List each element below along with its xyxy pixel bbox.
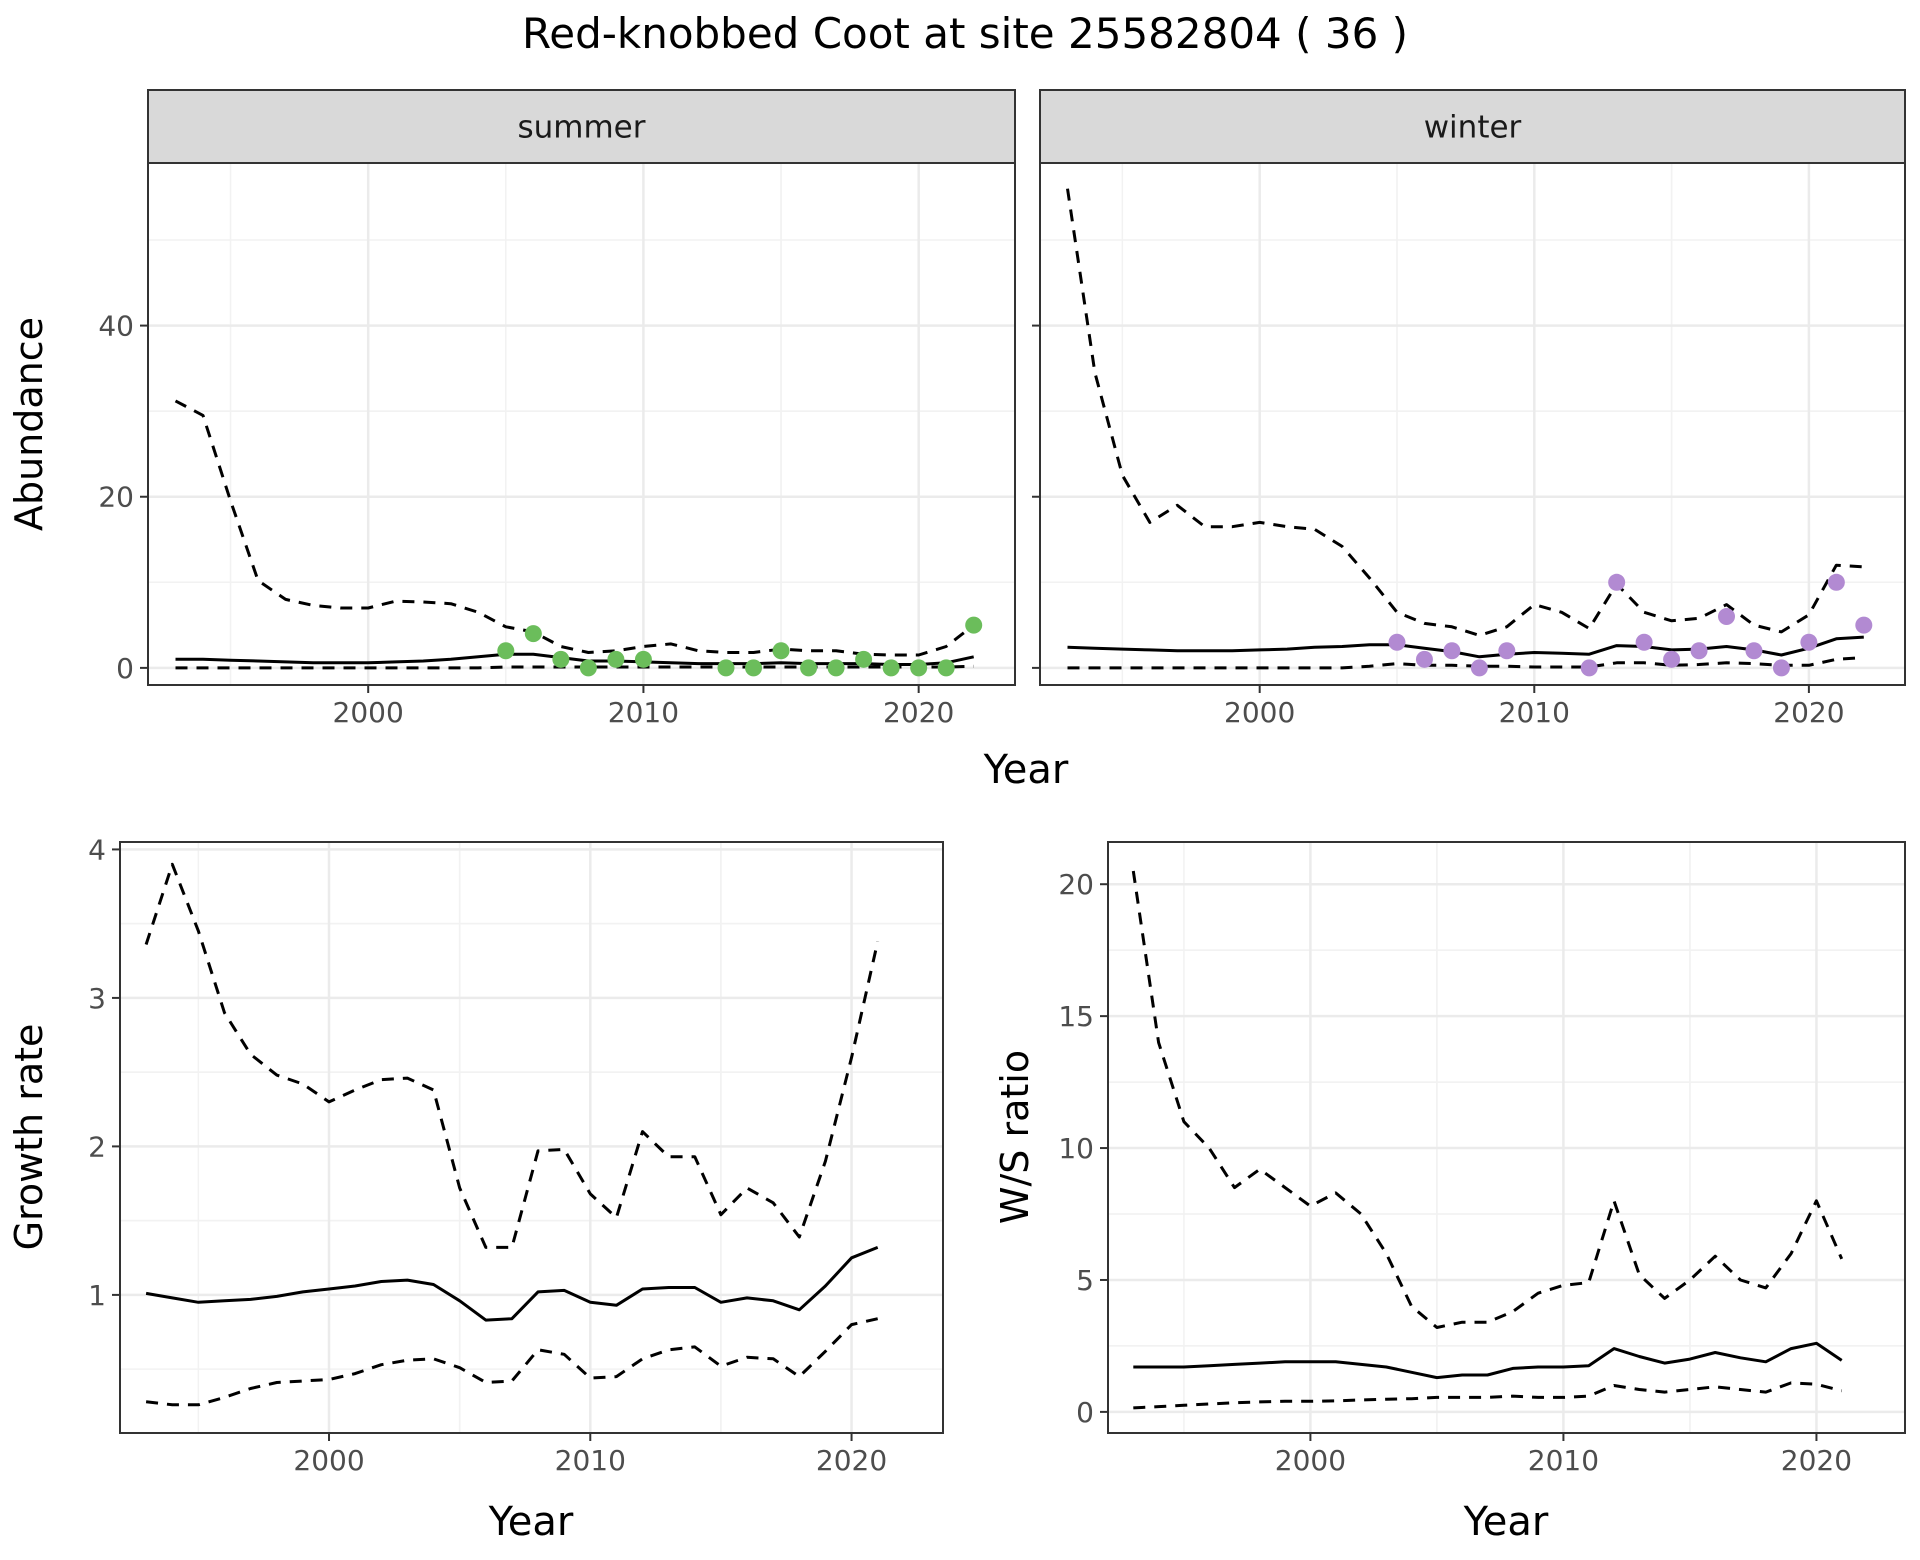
data-point [634, 650, 652, 668]
data-point [1443, 642, 1461, 660]
data-point [855, 650, 873, 668]
data-point [524, 625, 542, 643]
x-tick-label: 2000 [333, 696, 404, 729]
facet-strip [1039, 89, 1906, 164]
data-point [1608, 573, 1626, 591]
data-point [1855, 616, 1873, 634]
plot-background [1040, 163, 1905, 685]
facet-label: summer [517, 110, 645, 146]
data-point [552, 650, 570, 668]
panel-winter: winter 2000 2010 2020 [1032, 89, 1906, 729]
facet-strip [147, 89, 1016, 164]
data-point [910, 659, 928, 677]
y-tick-label: 15 [1058, 1000, 1094, 1033]
series-line-mean [1067, 635, 1864, 659]
series-line-bound [144, 862, 880, 1249]
data-point [1800, 633, 1818, 651]
data-point [497, 642, 515, 660]
data-point [1827, 573, 1845, 591]
data-point [1772, 659, 1790, 677]
x-tick-label: 2020 [816, 1444, 887, 1477]
panel-growth: 2000 2010 2020 1 2 3 4 Growth rate Year [7, 833, 944, 1545]
panel-border [1107, 841, 1906, 1434]
data-point [882, 659, 900, 677]
series-line-bound [1066, 188, 1864, 637]
data-point [745, 659, 763, 677]
y-axis-label: W/S ratio [993, 1050, 1037, 1224]
x-tick-label: 2000 [1224, 696, 1295, 729]
data-point [579, 659, 597, 677]
data-point [1663, 650, 1681, 668]
y-tick-label: 40 [98, 310, 134, 343]
y-tick-label: 4 [88, 833, 106, 866]
data-point [1745, 642, 1763, 660]
plot-background [120, 842, 943, 1433]
x-tick-label: 2020 [1781, 1444, 1852, 1477]
plot-background [1108, 842, 1905, 1433]
x-tick-label: 2020 [1773, 696, 1844, 729]
data-point [1498, 642, 1516, 660]
data-point [1388, 633, 1406, 651]
shared-x-axis-label: Year [983, 747, 1069, 793]
x-axis-label: Year [1463, 1499, 1549, 1545]
data-point [1470, 659, 1488, 677]
series-line-bound [145, 1317, 879, 1407]
series-line-bound [1131, 870, 1844, 1329]
data-point [965, 616, 983, 634]
y-axis-label: Abundance [7, 317, 51, 531]
data-point [607, 650, 625, 668]
y-tick-label: 2 [88, 1130, 106, 1163]
x-tick-label: 2020 [883, 696, 954, 729]
data-point [1415, 650, 1433, 668]
x-axis-label: Year [488, 1499, 574, 1545]
x-tick-label: 2000 [293, 1444, 364, 1477]
data-point [800, 659, 818, 677]
panel-summer: summer 2000 2010 2020 0 20 40 Abundance [7, 89, 1016, 729]
panel-border [119, 841, 944, 1434]
x-tick-label: 2000 [1275, 1444, 1346, 1477]
y-tick-label: 0 [1076, 1396, 1094, 1429]
y-axis-label: Growth rate [7, 1024, 51, 1251]
data-point [827, 659, 845, 677]
x-tick-label: 2010 [1499, 696, 1570, 729]
facet-label: winter [1424, 110, 1522, 146]
plot-background [148, 163, 1015, 685]
series-line-mean [145, 1246, 879, 1322]
y-tick-label: 20 [98, 481, 134, 514]
x-tick-label: 2010 [1528, 1444, 1599, 1477]
y-tick-label: 1 [88, 1279, 106, 1312]
data-point [1635, 633, 1653, 651]
series-line-bound [174, 399, 975, 657]
y-tick-label: 0 [116, 652, 134, 685]
series-line-bound [1067, 656, 1864, 670]
y-tick-label: 10 [1058, 1132, 1094, 1165]
data-point [1690, 642, 1708, 660]
figure-title: Red-knobbed Coot at site 25582804 ( 36 ) [522, 9, 1408, 58]
y-tick-label: 5 [1076, 1264, 1094, 1297]
y-tick-label: 20 [1058, 868, 1094, 901]
x-tick-label: 2010 [555, 1444, 626, 1477]
data-point [1580, 659, 1598, 677]
series-line-bound [175, 664, 974, 670]
data-point [772, 642, 790, 660]
series-line-mean [1133, 1341, 1843, 1380]
data-point [717, 659, 735, 677]
x-tick-label: 2010 [608, 696, 679, 729]
panel-ratio: 2000 2010 2020 0 5 10 15 20 W/S ratio Year [993, 841, 1906, 1545]
data-point [1718, 608, 1736, 626]
series-line-bound [1133, 1381, 1843, 1410]
data-point [937, 659, 955, 677]
y-tick-label: 3 [88, 982, 106, 1015]
